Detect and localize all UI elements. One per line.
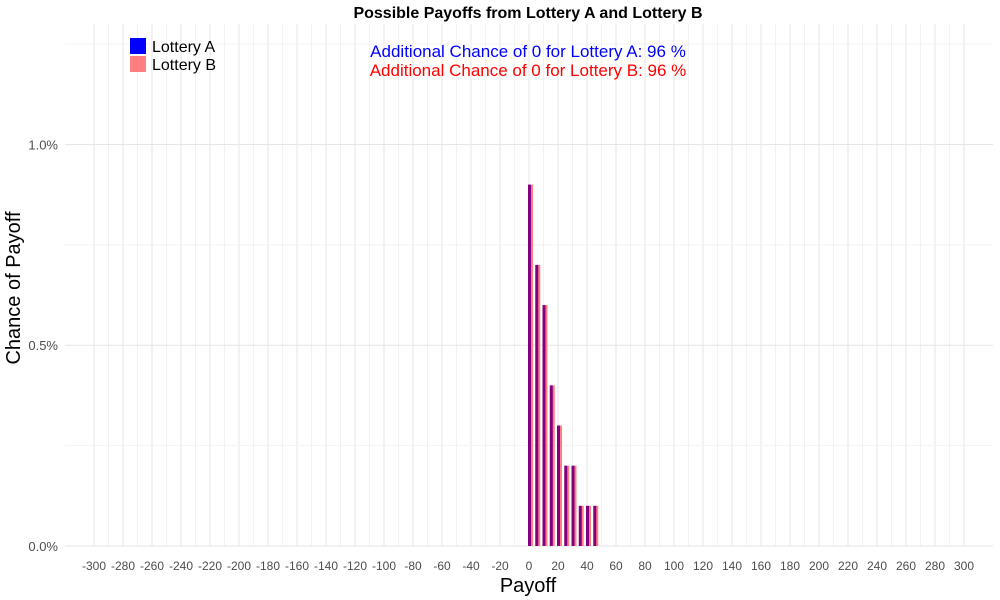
x-tick-label: -60 [433, 559, 451, 573]
legend-label-lottery-a: Lottery A [152, 39, 215, 56]
bar-lottery-a [535, 264, 539, 546]
x-tick-label: 120 [693, 559, 713, 573]
x-tick-label: -120 [343, 559, 367, 573]
x-tick-label: -260 [140, 559, 164, 573]
bar-lottery-a [549, 385, 553, 546]
x-tick-label: -240 [169, 559, 193, 573]
bar-lottery-a [528, 184, 531, 546]
x-tick-label: -280 [111, 559, 135, 573]
chart-title: Possible Payoffs from Lottery A and Lott… [353, 5, 702, 22]
legend-swatch-lottery-b [130, 56, 146, 72]
bar-lottery-a [578, 505, 582, 546]
x-tick-label: 80 [638, 559, 652, 573]
x-tick-label: 0 [526, 559, 533, 573]
x-tick-label: 20 [551, 559, 565, 573]
x-tick-label: 240 [867, 559, 887, 573]
x-tick-label: -200 [227, 559, 251, 573]
x-tick-label: 180 [780, 559, 800, 573]
x-tick-label: 280 [925, 559, 945, 573]
x-axis-title: Payoff [500, 575, 557, 597]
bar-lottery-a [557, 425, 560, 546]
x-tick-label: -180 [256, 559, 280, 573]
y-tick-label: 0.5% [28, 338, 58, 353]
x-tick-label: -40 [462, 559, 480, 573]
x-tick-label: 160 [751, 559, 771, 573]
bar-lottery-a [593, 505, 597, 546]
x-tick-label: -140 [314, 559, 338, 573]
x-tick-label: 140 [722, 559, 742, 573]
x-tick-label: 60 [609, 559, 623, 573]
bar-lottery-a [564, 465, 568, 546]
x-tick-label: 300 [954, 559, 974, 573]
bar-lottery-a [586, 505, 589, 546]
legend-swatch-lottery-a [130, 38, 146, 54]
bars [528, 184, 599, 546]
y-tick-label: 1.0% [28, 137, 58, 152]
y-axis-title: Chance of Payoff [3, 211, 25, 365]
legend-label-lottery-b: Lottery B [152, 57, 216, 74]
x-tick-label: -220 [198, 559, 222, 573]
x-tick-label: -300 [82, 559, 106, 573]
annotation-lottery-b: Additional Chance of 0 for Lottery B: 96… [370, 61, 687, 80]
annotation-lottery-a: Additional Chance of 0 for Lottery A: 96… [370, 42, 686, 61]
x-tick-label: 200 [809, 559, 829, 573]
x-tick-label: -160 [285, 559, 309, 573]
x-tick-label: -100 [372, 559, 396, 573]
x-tick-label: 260 [896, 559, 916, 573]
y-tick-label: 0.0% [28, 539, 58, 554]
x-tick-label: -20 [491, 559, 509, 573]
x-tick-label: 220 [838, 559, 858, 573]
x-tick-label: 100 [664, 559, 684, 573]
tick-labels: -300 -280 -260 -240 -220 -200 -180 -160 -140 -120… [28, 137, 974, 573]
grid [65, 24, 993, 547]
bar-lottery-a [571, 465, 575, 546]
x-tick-label: 40 [580, 559, 594, 573]
bar-lottery-a [542, 305, 546, 546]
legend: Lottery A Lottery B [130, 38, 216, 74]
x-tick-label: -80 [404, 559, 422, 573]
